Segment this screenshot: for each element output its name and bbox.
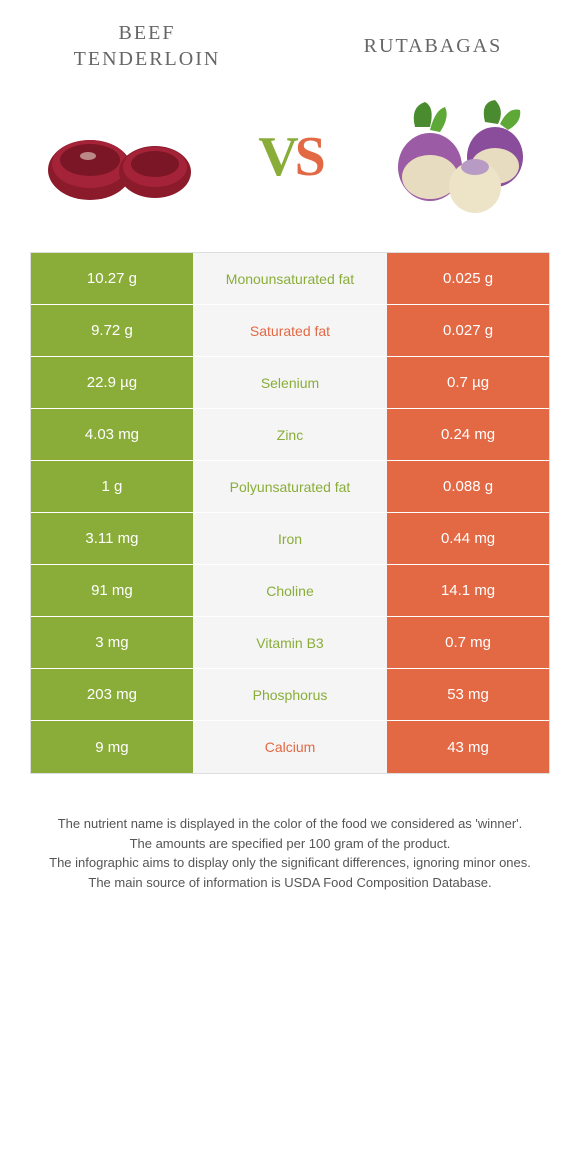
titles-row: BEEF TENDERLOIN RUTABAGAS	[30, 20, 550, 72]
cell-left: 203 mg	[31, 669, 193, 720]
table-row: 22.9 µgSelenium0.7 µg	[31, 357, 549, 409]
cell-right: 0.7 mg	[387, 617, 549, 668]
cell-mid: Monounsaturated fat	[193, 253, 387, 304]
cell-left: 22.9 µg	[31, 357, 193, 408]
cell-right: 0.24 mg	[387, 409, 549, 460]
cell-left: 10.27 g	[31, 253, 193, 304]
vs-v: V	[258, 126, 294, 188]
table-row: 3 mgVitamin B30.7 mg	[31, 617, 549, 669]
table-row: 4.03 mgZinc0.24 mg	[31, 409, 549, 461]
table-row: 9.72 gSaturated fat0.027 g	[31, 305, 549, 357]
footer-line-1: The nutrient name is displayed in the co…	[40, 814, 540, 834]
cell-right: 43 mg	[387, 721, 549, 773]
footer-line-2: The amounts are specified per 100 gram o…	[40, 834, 540, 854]
title-left: BEEF TENDERLOIN	[30, 20, 264, 72]
vs-label: VS	[258, 125, 322, 189]
cell-right: 0.025 g	[387, 253, 549, 304]
images-row: VS	[30, 92, 550, 222]
cell-mid: Saturated fat	[193, 305, 387, 356]
table-row: 91 mgCholine14.1 mg	[31, 565, 549, 617]
footer-line-3: The infographic aims to display only the…	[40, 853, 540, 873]
title-left-line1: BEEF	[30, 20, 264, 46]
cell-right: 14.1 mg	[387, 565, 549, 616]
cell-left: 91 mg	[31, 565, 193, 616]
table-row: 203 mgPhosphorus53 mg	[31, 669, 549, 721]
cell-left: 1 g	[31, 461, 193, 512]
title-left-line2: TENDERLOIN	[30, 46, 264, 72]
cell-mid: Phosphorus	[193, 669, 387, 720]
table-row: 9 mgCalcium43 mg	[31, 721, 549, 773]
table-row: 3.11 mgIron0.44 mg	[31, 513, 549, 565]
footer-line-4: The main source of information is USDA F…	[40, 873, 540, 893]
cell-mid: Choline	[193, 565, 387, 616]
cell-right: 0.088 g	[387, 461, 549, 512]
cell-left: 4.03 mg	[31, 409, 193, 460]
cell-left: 9 mg	[31, 721, 193, 773]
vs-s: S	[295, 126, 322, 188]
cell-right: 0.027 g	[387, 305, 549, 356]
cell-right: 0.7 µg	[387, 357, 549, 408]
beef-tenderloin-image	[40, 92, 200, 222]
cell-left: 9.72 g	[31, 305, 193, 356]
cell-mid: Calcium	[193, 721, 387, 773]
cell-mid: Selenium	[193, 357, 387, 408]
cell-right: 0.44 mg	[387, 513, 549, 564]
cell-mid: Iron	[193, 513, 387, 564]
cell-left: 3 mg	[31, 617, 193, 668]
table-row: 1 gPolyunsaturated fat0.088 g	[31, 461, 549, 513]
cell-left: 3.11 mg	[31, 513, 193, 564]
title-right: RUTABAGAS	[316, 33, 550, 59]
table-row: 10.27 gMonounsaturated fat0.025 g	[31, 253, 549, 305]
rutabagas-image	[380, 92, 540, 222]
footer-notes: The nutrient name is displayed in the co…	[30, 814, 550, 892]
cell-mid: Polyunsaturated fat	[193, 461, 387, 512]
cell-mid: Zinc	[193, 409, 387, 460]
nutrient-table: 10.27 gMonounsaturated fat0.025 g9.72 gS…	[30, 252, 550, 774]
cell-mid: Vitamin B3	[193, 617, 387, 668]
cell-right: 53 mg	[387, 669, 549, 720]
